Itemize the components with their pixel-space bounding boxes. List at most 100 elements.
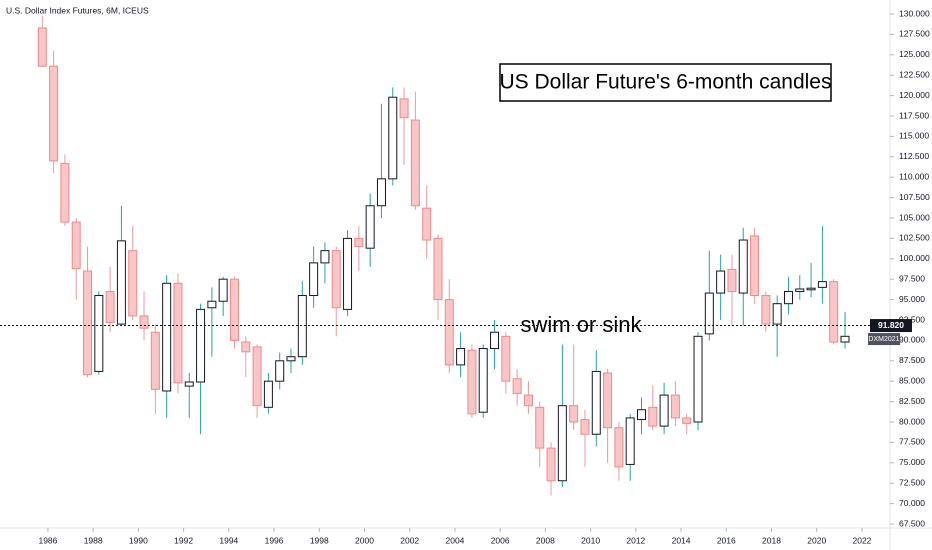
candle-body	[275, 360, 285, 382]
candle-body	[343, 237, 353, 310]
y-tick-label: 85.000	[899, 375, 925, 385]
candle-body	[795, 288, 805, 292]
symbol-label: DXM2021	[868, 336, 899, 343]
candle-body	[603, 372, 613, 429]
x-tick-label: 2012	[626, 535, 645, 545]
candle-body	[263, 380, 273, 408]
y-tick-label: 90.000	[899, 335, 925, 345]
candle-body	[523, 394, 533, 407]
candle-body	[614, 427, 624, 468]
plot	[37, 15, 850, 496]
candle-body	[806, 287, 816, 291]
candle-body	[444, 299, 454, 366]
candle-body	[286, 356, 296, 362]
y-tick-label: 120.000	[899, 90, 930, 100]
candle-body	[750, 235, 760, 297]
candle-body	[128, 250, 138, 317]
candle-body	[772, 303, 782, 325]
candle-body	[173, 282, 183, 384]
y-tick-label: 110.000	[899, 171, 929, 181]
x-tick-label: 1986	[38, 535, 57, 545]
candle-body	[478, 348, 488, 413]
candle-body	[388, 96, 398, 180]
y-tick-label: 100.000	[899, 253, 930, 263]
x-tick-label: 1988	[84, 535, 103, 545]
candle-body	[83, 270, 93, 376]
x-tick-label: 2004	[445, 535, 464, 545]
candle-body	[557, 405, 567, 482]
candle-body	[49, 65, 59, 162]
y-tick-label: 72.500	[899, 477, 925, 487]
last-price-label: 91.820	[878, 320, 904, 330]
candle-body	[648, 406, 658, 427]
y-tick-label: 105.000	[899, 212, 930, 222]
candle-body	[580, 419, 590, 435]
candle-body	[636, 409, 646, 421]
candle-body	[354, 237, 364, 248]
candle-body	[60, 162, 70, 223]
candle-body	[162, 282, 172, 392]
candle-body	[116, 240, 126, 325]
x-tick-label: 1990	[129, 535, 148, 545]
candle-body	[727, 268, 737, 292]
annotation: US Dollar Future's 6-month candles	[500, 71, 832, 94]
y-tick-label: 125.000	[899, 49, 930, 59]
candle-body	[196, 308, 206, 383]
y-tick-label: 112.500	[899, 151, 929, 161]
candle-body	[410, 119, 420, 207]
x-tick-label: 2010	[581, 535, 600, 545]
candle-body	[682, 417, 692, 425]
x-tick-label: 2008	[536, 535, 555, 545]
candle-body	[535, 406, 545, 449]
y-tick-label: 115.000	[899, 131, 929, 141]
x-tick-label: 2006	[491, 535, 510, 545]
y-tick-label: 117.500	[899, 110, 929, 120]
candle-body	[783, 290, 793, 305]
candle-body	[184, 381, 194, 387]
y-tick-label: 102.500	[899, 233, 930, 243]
candle-body	[331, 250, 341, 309]
y-tick-label: 75.000	[899, 457, 925, 467]
candle-body	[490, 331, 500, 350]
y-tick-label: 107.500	[899, 192, 930, 202]
candle-body	[399, 98, 409, 119]
x-tick-label: 1996	[265, 535, 284, 545]
candle-body	[376, 178, 386, 207]
candle-body	[625, 417, 635, 465]
candle-body	[207, 300, 217, 309]
candle-body	[320, 250, 330, 264]
y-tick-label: 77.500	[899, 437, 925, 447]
candle-body	[659, 394, 669, 427]
candle-body	[467, 349, 477, 415]
candle-body	[309, 262, 319, 297]
candle-body	[139, 315, 149, 329]
y-tick-label: 127.500	[899, 29, 930, 39]
candle-body	[297, 295, 307, 358]
x-tick-label: 2022	[853, 535, 872, 545]
candle-body	[150, 331, 160, 390]
x-tick-label: 2002	[400, 535, 419, 545]
y-tick-label: 130.000	[899, 8, 930, 18]
x-tick-label: 2020	[807, 535, 826, 545]
candle-body	[738, 239, 748, 294]
x-tick-label: 1992	[174, 535, 193, 545]
y-tick-label: 95.000	[899, 294, 925, 304]
annotation: swim or sink	[520, 312, 642, 337]
candle-body	[218, 278, 228, 302]
candle-body	[456, 348, 466, 366]
candle-body	[512, 378, 522, 394]
candle-body	[501, 335, 511, 382]
x-tick-label: 2018	[762, 535, 781, 545]
y-tick-label: 82.500	[899, 396, 925, 406]
candle-body	[704, 292, 714, 335]
y-tick-label: 80.000	[899, 416, 925, 426]
candle-body	[105, 290, 115, 323]
candle-body	[670, 394, 680, 419]
candle-body	[252, 346, 262, 407]
y-tick-label: 92.500	[899, 314, 925, 324]
candle-body	[365, 205, 375, 249]
y-tick-label: 122.500	[899, 69, 930, 79]
candle-body	[693, 335, 703, 423]
chart-title: U.S. Dollar Index Futures, 6M, ICEUS	[6, 5, 149, 15]
